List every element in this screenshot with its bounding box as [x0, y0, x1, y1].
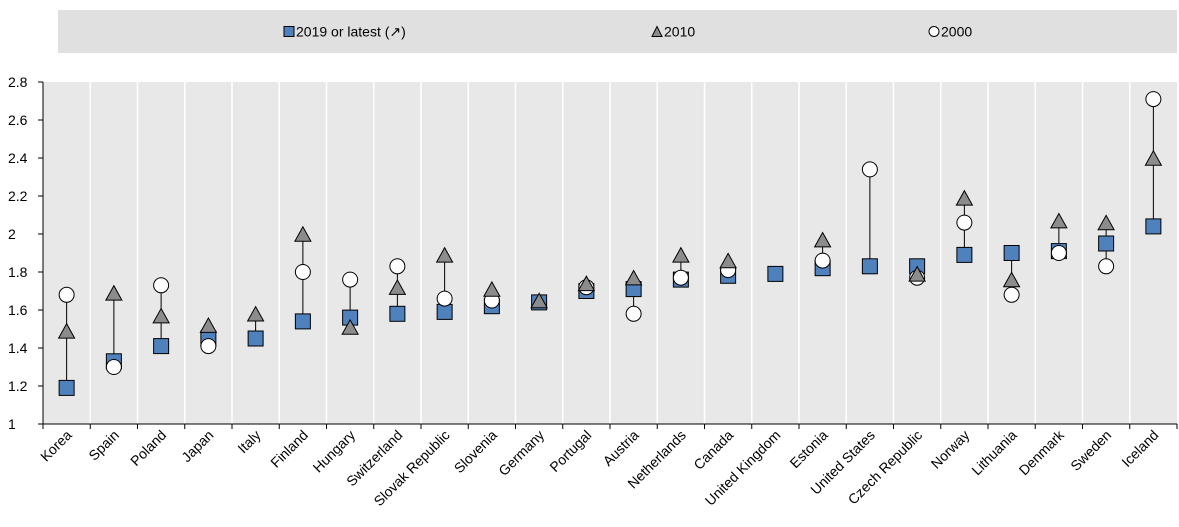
- latest-point: [58, 379, 75, 396]
- y-tick-label: 1.6: [8, 302, 28, 318]
- latest-point: [247, 330, 264, 347]
- white-circle-icon: [928, 26, 940, 37]
- x-tick-label: Japan: [178, 427, 216, 465]
- point-2000: [956, 214, 973, 231]
- point-2000: [1003, 286, 1020, 303]
- x-tick-label: Poland: [127, 427, 169, 469]
- x-tick-label: Estonia: [786, 427, 830, 471]
- point-2010: [577, 275, 596, 292]
- y-tick-label: 2.4: [8, 150, 28, 166]
- x-tick-label: Denmark: [1016, 426, 1068, 478]
- point-2000: [1098, 258, 1115, 275]
- point-2000: [1050, 245, 1067, 261]
- point-2010: [813, 231, 832, 248]
- legend-box: [58, 10, 1177, 53]
- y-tick-label: 1.4: [8, 340, 28, 356]
- latest-point: [956, 246, 973, 263]
- x-tick-label: Slovenia: [451, 427, 500, 476]
- point-2010: [105, 284, 123, 301]
- point-2010: [530, 292, 548, 309]
- point-2010: [624, 269, 643, 286]
- point-2010: [908, 265, 926, 282]
- point-2000: [625, 305, 642, 322]
- x-tick-label: Spain: [85, 427, 122, 464]
- latest-point: [1003, 245, 1020, 261]
- point-2010: [341, 318, 359, 335]
- point-2010: [246, 305, 265, 322]
- point-2000: [861, 161, 878, 178]
- x-tick-label: Germany: [495, 427, 547, 479]
- latest-point: [153, 338, 170, 355]
- point-2010: [672, 246, 690, 263]
- x-tick-label: Portugal: [546, 427, 594, 475]
- point-2010: [152, 307, 170, 324]
- point-2000: [58, 286, 75, 303]
- point-2000: [389, 258, 406, 275]
- x-tick-label: Korea: [37, 427, 75, 465]
- point-2000: [342, 271, 359, 288]
- point-2010: [719, 252, 737, 269]
- legend-label: 2000: [941, 24, 972, 40]
- point-2000: [153, 277, 170, 294]
- latest-point: [389, 305, 406, 322]
- latest-point: [294, 313, 311, 330]
- point-2010: [483, 280, 501, 297]
- x-tick-label: Lithuania: [968, 427, 1020, 479]
- latest-point: [436, 303, 453, 320]
- latest-point: [861, 258, 878, 275]
- x-tick-label: Iceland: [1118, 427, 1161, 470]
- point-2010: [1144, 149, 1163, 166]
- legend-label: 2010: [664, 24, 695, 40]
- point-2010: [294, 225, 312, 242]
- y-tick-label: 1.2: [8, 378, 28, 394]
- x-tick-label: Sweden: [1067, 427, 1114, 474]
- y-tick-label: 2.8: [8, 74, 28, 90]
- y-tick-label: 2: [8, 226, 16, 242]
- y-tick-label: 1.8: [8, 264, 28, 280]
- point-2000: [105, 359, 122, 375]
- x-tick-label: Finland: [267, 427, 311, 471]
- point-2010: [1097, 214, 1115, 231]
- gray-triangle-icon: [651, 25, 663, 37]
- legend-label: 2019 or latest (↗): [296, 24, 406, 40]
- y-tick-label: 2.2: [8, 188, 28, 204]
- point-2000: [294, 264, 311, 280]
- point-2000: [814, 252, 831, 269]
- latest-point: [1098, 235, 1115, 252]
- point-2010: [388, 278, 407, 295]
- point-2010: [435, 246, 454, 263]
- latest-point: [1145, 218, 1162, 235]
- point-2000: [672, 269, 689, 286]
- y-tick-label: 1: [8, 416, 16, 432]
- x-tick-label: Italy: [234, 427, 263, 456]
- point-2010: [57, 322, 76, 339]
- latest-point: [767, 265, 784, 282]
- y-tick-label: 2.6: [8, 112, 28, 128]
- point-2000: [200, 338, 217, 355]
- x-tick-label: Canada: [690, 427, 736, 473]
- x-tick-label: Norway: [928, 427, 973, 472]
- point-2010: [199, 316, 218, 333]
- x-tick-label: Hungary: [310, 427, 359, 476]
- point-2010: [955, 189, 974, 206]
- blue-square-icon: [283, 26, 295, 37]
- point-2010: [1050, 212, 1068, 229]
- point-2000: [436, 290, 453, 307]
- point-2010: [1002, 271, 1021, 288]
- x-tick-label: Austria: [600, 427, 642, 469]
- point-2000: [1145, 91, 1162, 108]
